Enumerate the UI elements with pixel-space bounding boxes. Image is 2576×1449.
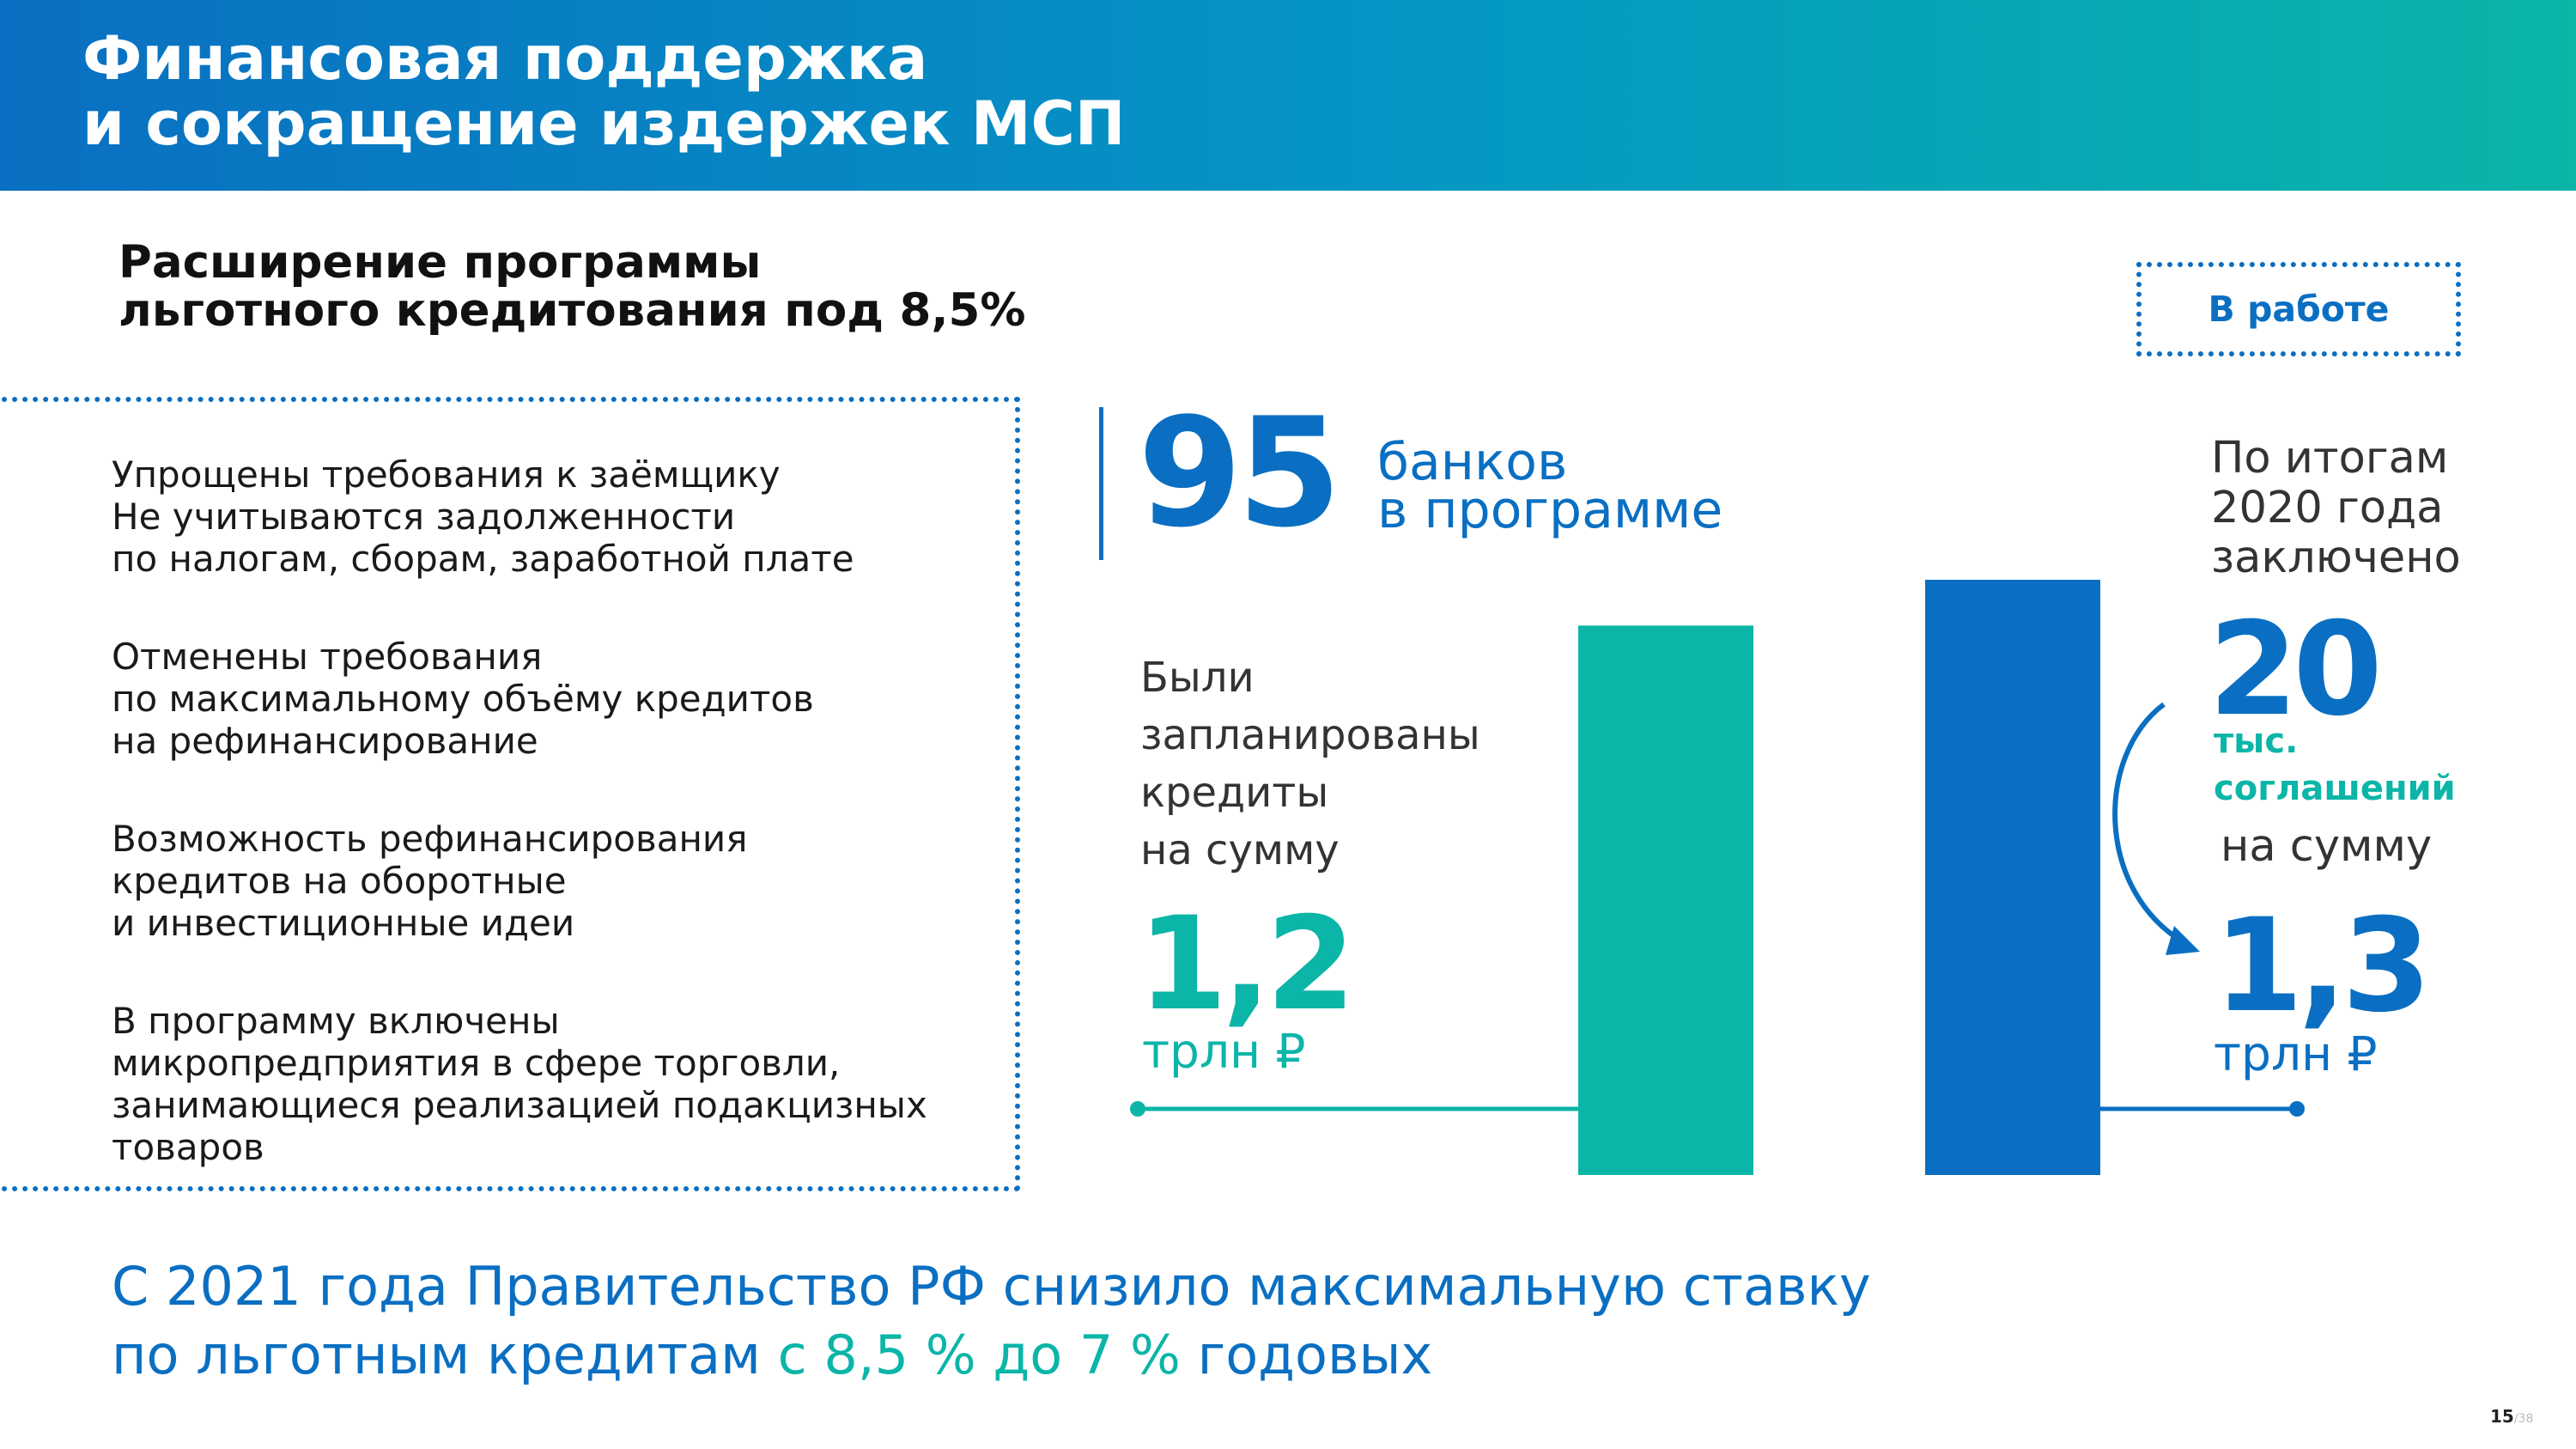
status-label: В работе [2208, 289, 2390, 330]
header-band [0, 0, 2576, 191]
agreements-unit: тыс. соглашений [2214, 721, 2456, 808]
status-badge: В работе [2136, 262, 2461, 356]
feature-item: Отменены требования по максимальному объ… [112, 636, 814, 762]
rate-highlight: с 8,5 % до 7 % [777, 1324, 1181, 1386]
result-unit: трлн ₽ [2214, 1026, 2378, 1081]
agreements-value: 20 [2208, 595, 2383, 745]
banks-label: банков в программе [1377, 432, 1723, 540]
bottom-text-line1: С 2021 года Правительство РФ снизило мак… [112, 1255, 1871, 1318]
feature-item: Возможность рефинансирования кредитов на… [112, 818, 748, 944]
banks-count: 95 [1138, 387, 1342, 561]
planned-caption: Были запланированы кредиты на сумму [1140, 654, 1480, 874]
sum-label: на сумму [2221, 821, 2433, 872]
bottom-statement: С 2021 года Правительство РФ снизило мак… [112, 1252, 1871, 1390]
bar-planned [1578, 625, 1753, 1175]
curved-arrow-icon [2112, 702, 2190, 947]
planned-value: 1,2 [1138, 890, 1356, 1039]
page-total: /38 [2513, 1412, 2534, 1426]
banks-divider [1099, 407, 1103, 560]
page-current: 15 [2490, 1406, 2514, 1427]
result-baseline-dot [2289, 1101, 2305, 1117]
bottom-text-line2: по льготным кредитам [112, 1324, 778, 1386]
result-value: 1,3 [2214, 892, 2432, 1041]
planned-baseline-dot [1130, 1101, 1145, 1117]
feature-item: В программу включены микропредприятия в … [112, 1000, 927, 1168]
planned-unit: трлн ₽ [1142, 1024, 1306, 1079]
feature-item: Упрощены требования к заёмщику Не учитыв… [112, 454, 854, 580]
section-subtitle: Расширение программы льготного кредитова… [118, 236, 1026, 337]
features-frame [0, 397, 1020, 1191]
arrow-head-icon [2166, 926, 2200, 955]
bar-result [1925, 580, 2100, 1175]
bottom-text-end: годовых [1180, 1324, 1433, 1386]
result-caption: По итогам 2020 года заключено [2211, 433, 2461, 583]
page-title: Финансовая поддержка и сокращение издерж… [82, 23, 1126, 159]
page-number: 15/38 [2490, 1406, 2533, 1427]
